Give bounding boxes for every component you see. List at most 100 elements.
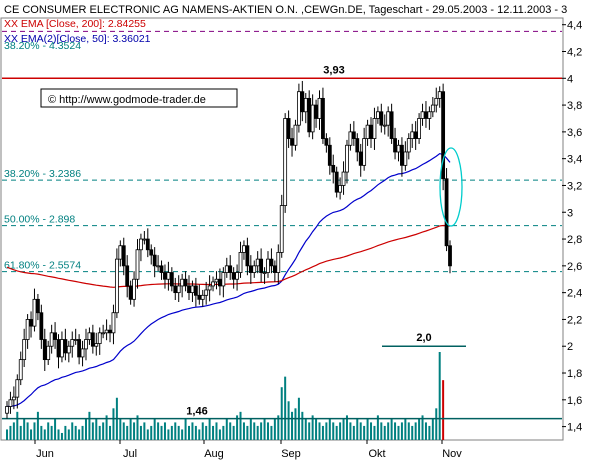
candle-body <box>46 345 51 361</box>
candle-body <box>245 245 250 267</box>
volume-bar <box>98 425 101 440</box>
volume-bar <box>30 429 33 440</box>
volume-bar <box>242 422 245 440</box>
candle-body <box>417 118 421 139</box>
candle-body <box>207 285 212 291</box>
candle-body <box>193 285 198 296</box>
candle-body <box>255 258 260 267</box>
volume-bar <box>60 432 63 440</box>
candle-body <box>238 252 243 273</box>
candle-body <box>214 278 219 283</box>
candle-body <box>375 111 380 119</box>
volume-bar <box>122 422 125 440</box>
volume-bar <box>40 425 43 440</box>
candle-body <box>118 245 123 260</box>
volume-bar <box>315 418 318 440</box>
volume-bar <box>201 422 204 440</box>
candle-body <box>430 104 435 113</box>
volume-bar <box>208 418 211 440</box>
candle-body <box>163 272 167 280</box>
volume-bar <box>57 429 60 440</box>
candle-body <box>300 91 305 113</box>
y-tick-label: 3 <box>567 207 573 219</box>
volume-bar <box>6 429 8 440</box>
volume-bar <box>222 425 225 440</box>
hline-label: 1,46 <box>186 406 207 418</box>
volume-bar <box>260 422 263 440</box>
y-tick-label: 2,4 <box>567 288 582 300</box>
x-tick-label: Nov <box>442 448 462 460</box>
volume-bar <box>239 411 242 440</box>
volume-bar <box>318 422 321 440</box>
candle-body <box>269 258 274 267</box>
candle-body <box>218 278 222 287</box>
candle-body <box>382 124 387 127</box>
volume-bar <box>105 415 108 440</box>
volume-bar <box>218 429 221 440</box>
volume-bar <box>36 411 39 440</box>
volume-bar <box>50 425 53 440</box>
watermark-text: © http://www.godmode-trader.de <box>48 94 206 106</box>
candle-body <box>211 281 215 287</box>
candle-body <box>221 272 226 287</box>
volume-bar <box>400 422 403 440</box>
candle-body <box>293 124 298 146</box>
candle-body <box>413 131 418 139</box>
candle-body <box>444 178 449 247</box>
volume-bar <box>253 422 256 440</box>
candle-body <box>317 97 322 119</box>
candle-body <box>80 348 85 358</box>
candle-body <box>60 339 64 358</box>
candle-body <box>8 399 13 407</box>
y-tick-label: 4 <box>567 73 573 85</box>
candle-body <box>149 249 154 256</box>
volume-bar <box>71 422 74 440</box>
volume-bars <box>6 352 445 440</box>
volume-bar <box>277 415 280 440</box>
candle-body <box>39 312 44 340</box>
volume-bar <box>133 422 136 440</box>
volume-bar <box>266 422 269 440</box>
volume-bar <box>26 422 29 440</box>
candle-body <box>139 238 143 251</box>
volume-bar <box>139 425 142 440</box>
candle-body <box>324 138 329 146</box>
volume-bar <box>376 415 379 440</box>
candle-body <box>448 245 452 267</box>
volume-bar <box>33 422 36 440</box>
candle-body <box>307 97 312 133</box>
volume-bar <box>421 415 424 440</box>
volume-bar <box>212 425 215 440</box>
volume-bar <box>321 425 324 440</box>
volume-bar <box>356 418 359 440</box>
volume-bar <box>394 422 397 440</box>
x-tick-label: Jun <box>36 448 54 460</box>
candle-body <box>410 131 415 139</box>
candle-body <box>348 131 353 146</box>
candle-body <box>104 329 109 334</box>
candle-body <box>396 144 401 153</box>
candle-body <box>121 245 126 267</box>
volume-bar <box>54 418 57 440</box>
candle-body <box>180 278 185 287</box>
volume-bar <box>435 408 438 440</box>
ema200-line <box>6 224 451 288</box>
volume-bar <box>284 376 287 440</box>
volume-bar <box>387 422 390 440</box>
volume-bar <box>397 425 400 440</box>
volume-bar <box>328 418 331 440</box>
volume-bar <box>225 418 228 440</box>
candle-body <box>303 97 308 113</box>
volume-bar <box>177 425 180 440</box>
candle-body <box>355 138 360 153</box>
candle-body <box>15 379 20 398</box>
volume-bar <box>311 415 314 440</box>
candle-body <box>231 272 236 280</box>
volume-bar <box>188 425 191 440</box>
volume-bar <box>215 422 218 440</box>
candle-body <box>252 265 257 273</box>
candle-body <box>345 144 349 173</box>
volume-bar <box>160 425 163 440</box>
candle-body <box>87 332 92 340</box>
